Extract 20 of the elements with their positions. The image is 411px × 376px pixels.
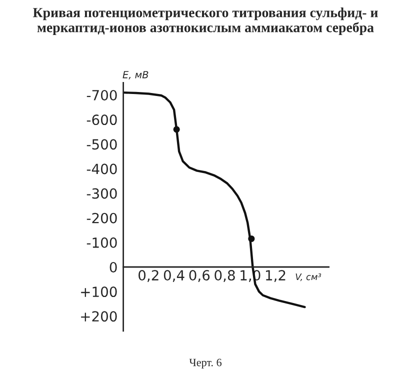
y-tick-label: 0 (110, 262, 117, 272)
y-tick-label: -400 (86, 164, 117, 174)
y-tick-label: +200 (81, 311, 117, 322)
x-tick-label: 0,4 (164, 270, 184, 282)
y-axis-title: E, мВ (122, 71, 148, 80)
chart-title: Кривая потенциометрического титрования сульфид- и меркаптид-ионов азотнокислым аммиакатом серебра (32, 8, 378, 36)
x-axis-title: V, см³ (296, 273, 322, 282)
text: Черт. 6 (189, 358, 222, 368)
x-tick-label: 0,8 (214, 270, 235, 282)
y-tick-label: -500 (86, 139, 117, 150)
line-series (123, 91, 306, 308)
y-tick-label: -300 (86, 188, 117, 199)
x-tick-label: 0,2 (138, 270, 158, 282)
y-tick-label: -100 (86, 237, 117, 248)
y-tick-label: -700 (86, 90, 117, 100)
x-tick-label: 1,2 (266, 270, 286, 282)
y-tick-label: -600 (86, 114, 117, 126)
x-tick-label: 0,6 (189, 270, 210, 282)
y-tick-label: +100 (81, 286, 117, 298)
y-tick-label: -200 (86, 212, 117, 224)
